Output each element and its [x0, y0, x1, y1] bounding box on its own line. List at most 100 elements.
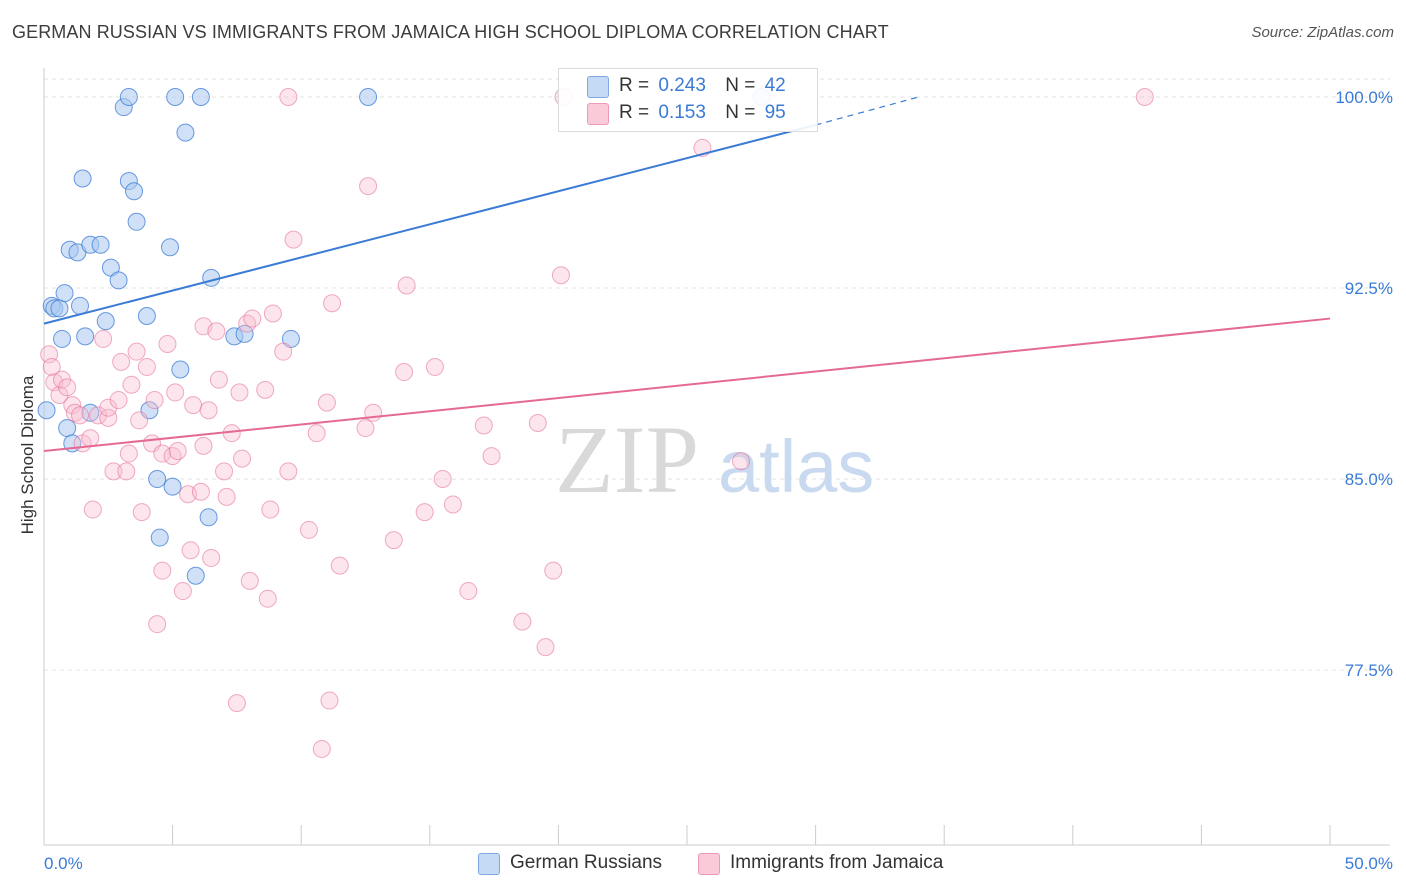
point-german-russian	[166, 88, 185, 106]
point-german-russian	[163, 477, 182, 496]
point-german-russian	[50, 299, 69, 318]
series-label: German Russians	[510, 852, 663, 873]
point-jamaica	[153, 444, 172, 463]
y-tick-label: 85.0%	[1345, 470, 1393, 489]
point-german-russian	[91, 235, 110, 254]
trendline-german-russians	[43, 124, 816, 325]
point-jamaica	[482, 447, 501, 466]
point-jamaica	[395, 363, 414, 382]
point-german-russian	[73, 169, 92, 188]
point-jamaica	[415, 503, 434, 522]
point-jamaica	[50, 385, 69, 404]
point-german-russian	[161, 238, 180, 257]
point-jamaica	[104, 462, 123, 481]
point-jamaica	[443, 495, 462, 514]
legend-r-label: R =	[619, 75, 650, 96]
point-german-russian	[199, 508, 218, 527]
x-tick-label: 50.0%	[1345, 854, 1393, 873]
trendline-jamaica	[43, 317, 1331, 452]
point-jamaica	[168, 441, 187, 460]
point-jamaica	[261, 500, 280, 519]
point-german-russian	[137, 307, 156, 326]
point-jamaica	[263, 304, 282, 323]
point-jamaica	[307, 424, 326, 443]
point-jamaica	[89, 406, 108, 425]
point-german-russian	[125, 182, 144, 201]
point-jamaica	[109, 391, 128, 410]
point-jamaica	[258, 589, 277, 608]
point-jamaica	[99, 408, 118, 427]
point-jamaica	[145, 391, 164, 410]
point-jamaica	[551, 266, 570, 285]
point-jamaica	[184, 396, 203, 415]
legend-n-label: N =	[725, 75, 756, 96]
point-jamaica	[356, 419, 375, 438]
point-jamaica	[117, 462, 136, 481]
point-german-russian	[109, 271, 128, 290]
source-label: Source: ZipAtlas.com	[1251, 24, 1394, 41]
stats-legend: R = 0.243 N = 42 R = 0.153 N = 95	[558, 68, 818, 132]
point-jamaica	[130, 411, 149, 430]
point-jamaica	[397, 276, 416, 295]
legend-r-value: 0.153	[658, 102, 706, 123]
point-jamaica	[207, 322, 226, 341]
point-jamaica	[227, 694, 246, 713]
point-jamaica	[279, 462, 298, 481]
point-jamaica	[94, 329, 113, 348]
point-german-russian	[96, 312, 115, 331]
point-jamaica	[323, 294, 342, 313]
legend-swatch-pink	[587, 103, 609, 125]
point-jamaica	[364, 403, 383, 422]
point-german-russian	[76, 327, 95, 346]
point-german-russian	[186, 566, 205, 585]
point-german-russian	[176, 123, 195, 142]
point-jamaica	[122, 375, 141, 394]
point-german-russian	[235, 324, 254, 343]
x-tick-label: 0.0%	[44, 854, 83, 873]
series-swatch-blue	[478, 853, 500, 875]
point-jamaica	[256, 380, 275, 399]
point-german-russian	[58, 419, 77, 438]
point-german-russian	[150, 528, 169, 547]
point-jamaica	[238, 314, 257, 333]
y-tick-label: 77.5%	[1345, 661, 1393, 680]
point-jamaica	[137, 357, 156, 376]
point-jamaica	[153, 561, 172, 580]
point-jamaica	[384, 531, 403, 550]
point-german-russian	[171, 360, 190, 379]
trendline-extension	[815, 96, 919, 126]
point-jamaica	[274, 342, 293, 361]
point-jamaica	[317, 393, 336, 412]
trend-lines	[43, 96, 1331, 452]
point-jamaica	[459, 582, 478, 601]
legend-r-label: R =	[619, 102, 650, 123]
point-jamaica	[425, 357, 444, 376]
legend-n-value: 42	[764, 75, 786, 96]
point-jamaica	[199, 401, 218, 420]
point-german-russian	[71, 296, 90, 315]
point-jamaica	[243, 309, 262, 328]
watermark: ZIP atlas	[555, 406, 874, 513]
point-jamaica	[230, 383, 249, 402]
point-jamaica	[320, 691, 339, 710]
point-jamaica	[279, 88, 298, 106]
point-jamaica	[158, 335, 177, 354]
series-label: Immigrants from Jamaica	[730, 852, 944, 873]
point-jamaica	[240, 571, 259, 590]
point-jamaica	[81, 429, 100, 448]
point-jamaica	[330, 556, 349, 575]
point-jamaica	[359, 177, 378, 196]
point-jamaica	[312, 739, 331, 758]
y-tick-label: 100.0%	[1335, 88, 1393, 107]
point-jamaica	[148, 615, 167, 634]
point-jamaica	[42, 357, 61, 376]
point-jamaica	[194, 436, 213, 455]
point-german-russian	[127, 212, 146, 231]
point-jamaica	[202, 548, 221, 567]
point-german-russian	[148, 470, 167, 488]
point-jamaica	[112, 352, 131, 371]
point-german-russian	[55, 284, 74, 303]
legend-n-value: 95	[764, 102, 786, 123]
point-jamaica	[299, 520, 318, 539]
